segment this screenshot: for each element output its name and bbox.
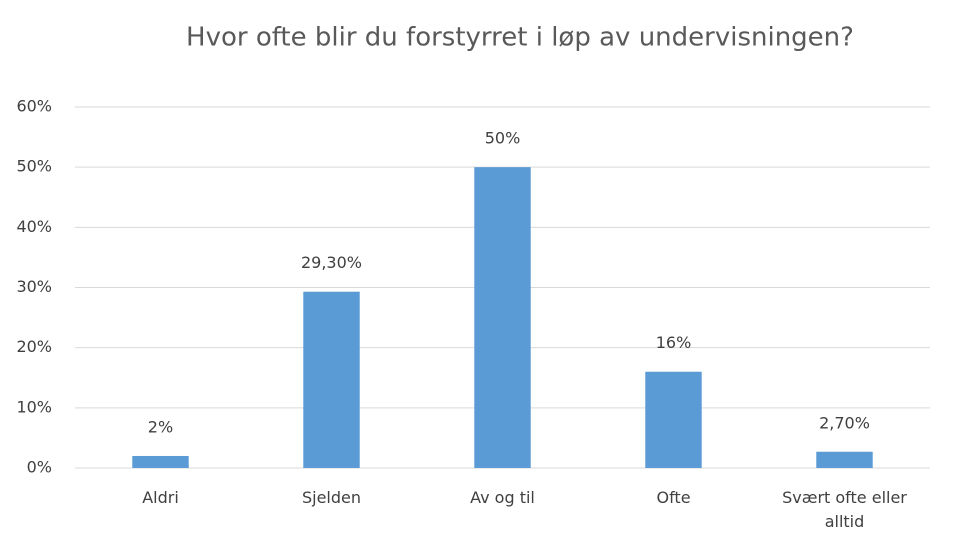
chart-title: Hvor ofte blir du forstyrret i løp av un… [186, 23, 854, 53]
x-tick-label: Sjelden [301, 488, 362, 507]
bar [132, 455, 189, 468]
x-tick-label: Av og til [470, 488, 535, 507]
y-tick-label: 60% [16, 97, 52, 116]
y-tick-label: 50% [16, 157, 52, 176]
bar [474, 167, 531, 468]
data-label: 29,30% [301, 253, 362, 272]
x-tick-label: Ofte [656, 488, 691, 507]
data-label: 2,70% [819, 413, 870, 432]
y-tick-label: 10% [16, 397, 52, 416]
x-tick-label: Aldri [142, 488, 179, 507]
y-tick-label: 40% [16, 217, 52, 236]
bar [816, 451, 873, 468]
x-tick-label: Svært ofte eller alltid [782, 488, 907, 531]
data-label: 50% [485, 129, 521, 148]
y-tick-label: 20% [16, 337, 52, 356]
bar [645, 371, 702, 468]
bar [303, 291, 360, 468]
data-label: 16% [656, 333, 692, 352]
y-tick-label: 0% [27, 458, 52, 477]
y-tick-label: 30% [16, 277, 52, 296]
data-label: 2% [148, 417, 173, 436]
